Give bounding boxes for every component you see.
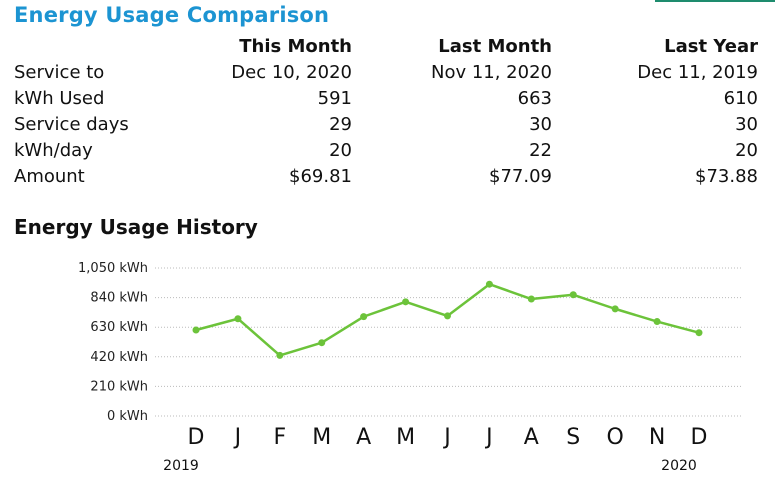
header-spacer [14, 34, 164, 60]
comparison-title: Energy Usage Comparison [14, 3, 330, 27]
cell-last-month: $77.09 [489, 166, 552, 187]
y-tick-label: 840 kWh [90, 291, 148, 306]
cell-this-month: $69.81 [289, 166, 352, 187]
cell-last-year: 20 [735, 140, 758, 161]
x-tick-label: J [442, 425, 451, 450]
cell-last-month: 30 [529, 114, 552, 135]
usage-point [653, 318, 661, 326]
cell-this-month: 29 [329, 114, 352, 135]
usage-point [527, 295, 535, 303]
usage-point [192, 326, 200, 334]
usage-point [402, 298, 410, 306]
cell-last-year: 610 [723, 88, 758, 109]
usage-point [695, 329, 703, 337]
year-label-start: 2019 [163, 458, 199, 474]
x-tick-label: N [649, 425, 665, 450]
y-tick-label: 210 kWh [90, 379, 148, 394]
column-header-last-month: Last Month [438, 36, 552, 57]
usage-point [485, 280, 493, 288]
x-tick-label: A [524, 425, 539, 450]
usage-point [444, 312, 451, 320]
x-tick-label: O [607, 425, 624, 450]
cell-this-month: 20 [329, 140, 352, 161]
y-tick-label: 630 kWh [90, 320, 148, 335]
cell-last-year: Dec 11, 2019 [637, 62, 758, 83]
usage-line [195, 282, 700, 357]
row-label: Amount [14, 166, 85, 187]
year-label-end: 2020 [661, 458, 697, 474]
y-tick-label: 0 kWh [107, 409, 148, 424]
usage-point [276, 351, 284, 359]
column-header-this-month: This Month [239, 36, 352, 57]
row-service-days: Service days 29 30 30 [14, 112, 758, 138]
usage-point [569, 291, 577, 299]
x-tick-label: J [233, 425, 242, 450]
usage-point [318, 339, 326, 347]
row-label: Service days [14, 114, 129, 135]
cell-this-month: 591 [317, 88, 352, 109]
history-title: Energy Usage History [14, 215, 258, 239]
cell-last-month: 663 [517, 88, 552, 109]
x-tick-label: D [188, 425, 205, 450]
x-tick-label: D [691, 425, 708, 450]
row-kwh-per-day: kWh/day 20 22 20 [14, 138, 758, 164]
x-tick-label: S [566, 425, 580, 450]
comparison-header-row: This Month Last Month Last Year [14, 34, 758, 60]
x-tick-label: M [312, 425, 331, 450]
row-label: kWh Used [14, 88, 105, 109]
cell-last-year: 30 [735, 114, 758, 135]
y-tick-label: 420 kWh [90, 350, 148, 365]
row-label: Service to [14, 62, 105, 83]
x-tick-label: A [356, 425, 371, 450]
row-kwh-used: kWh Used 591 663 610 [14, 86, 758, 112]
usage-point [234, 315, 242, 323]
y-tick-label: 1,050 kWh [78, 261, 148, 276]
x-tick-label: M [396, 425, 415, 450]
row-amount: Amount $69.81 $77.09 $73.88 [14, 164, 758, 190]
usage-history-chart: 0 kWh 210 kWh 420 kWh 630 kWh 840 kWh 1,050 k… [78, 261, 742, 474]
usage-point [360, 313, 368, 321]
row-service-to: Service to Dec 10, 2020 Nov 11, 2020 Dec… [14, 60, 758, 86]
column-header-last-year: Last Year [664, 36, 758, 57]
usage-point [611, 305, 619, 313]
cell-this-month: Dec 10, 2020 [231, 62, 352, 83]
x-tick-label: F [274, 425, 287, 450]
row-label: kWh/day [14, 140, 93, 161]
cell-last-month: Nov 11, 2020 [430, 62, 552, 83]
x-tick-label: J [484, 425, 493, 450]
cell-last-year: $73.88 [695, 166, 758, 187]
cell-last-month: 22 [529, 140, 552, 161]
comparison-table: This Month Last Month Last Year Service … [14, 34, 758, 190]
top-accent-bar [655, 0, 775, 2]
